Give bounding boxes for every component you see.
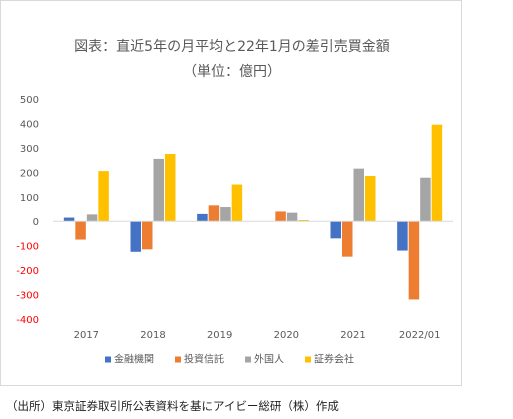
bar [365,176,376,222]
y-tick-label: 0 [33,217,39,228]
bar [165,154,176,222]
x-axis-labels: 2017 2018 2019 2020 2021 2022/01 [74,330,441,341]
y-tick-label: 200 [20,168,39,179]
bar [208,205,220,222]
chart-subtitle: （単位：億円） [183,64,281,80]
legend-label: 外国人 [254,354,284,366]
bar [330,221,341,239]
bar [353,168,364,222]
bar [197,213,208,222]
bar [220,207,231,222]
bar [420,177,431,222]
legend-swatch [245,356,251,363]
bar [397,221,408,251]
x-tick-label: 2019 [207,330,232,341]
bar [408,221,420,300]
x-tick-label: 2020 [274,330,299,341]
x-tick-label: 2022/01 [399,330,441,341]
bar [75,221,86,240]
bar [231,184,243,222]
bar [130,221,141,252]
y-axis-labels: 500 400 300 200 100 0 -100 -200 -300 -400 [16,95,39,326]
bar [86,214,98,222]
y-tick-label: 400 [20,119,39,130]
x-tick-label: 2018 [140,330,165,341]
legend-label: 金融機関 [114,353,154,366]
bar [153,158,164,222]
bar [63,217,75,222]
bar [298,220,309,222]
bar [275,211,286,222]
chart-svg: 図表：直近5年の月平均と22年1月の差引売買金額 （単位：億円） 500 400 3… [16,38,453,366]
legend-swatch [305,356,311,363]
y-tick-label: -400 [16,315,39,326]
legend-swatch [105,356,111,363]
bar [286,212,298,222]
chart-frame: 図表：直近5年の月平均と22年1月の差引売買金額 （単位：億円） 500 400 3… [0,0,462,386]
bars [63,124,443,300]
x-tick-label: 2021 [340,330,365,341]
source-note: （出所）東京証券取引所公表資料を基にアイビー総研（株）作成 [6,399,339,413]
legend-label: 証券会社 [314,353,354,366]
y-tick-label: -200 [16,266,39,277]
y-tick-label: -100 [16,242,39,253]
bar [431,124,443,222]
chart-title: 図表：直近5年の月平均と22年1月の差引売買金額 [74,38,390,55]
y-tick-label: 300 [20,144,39,155]
legend-label: 投資信託 [184,353,224,366]
y-tick-label: 500 [20,95,39,106]
bar [342,221,353,257]
y-tick-label: -300 [16,291,39,302]
y-tick-label: 100 [20,193,39,204]
bar [98,171,109,222]
x-tick-label: 2017 [74,330,99,341]
legend-swatch [175,356,181,363]
legend: 金融機関 投資信託 外国人 証券会社 [105,353,354,366]
bar [142,221,153,250]
